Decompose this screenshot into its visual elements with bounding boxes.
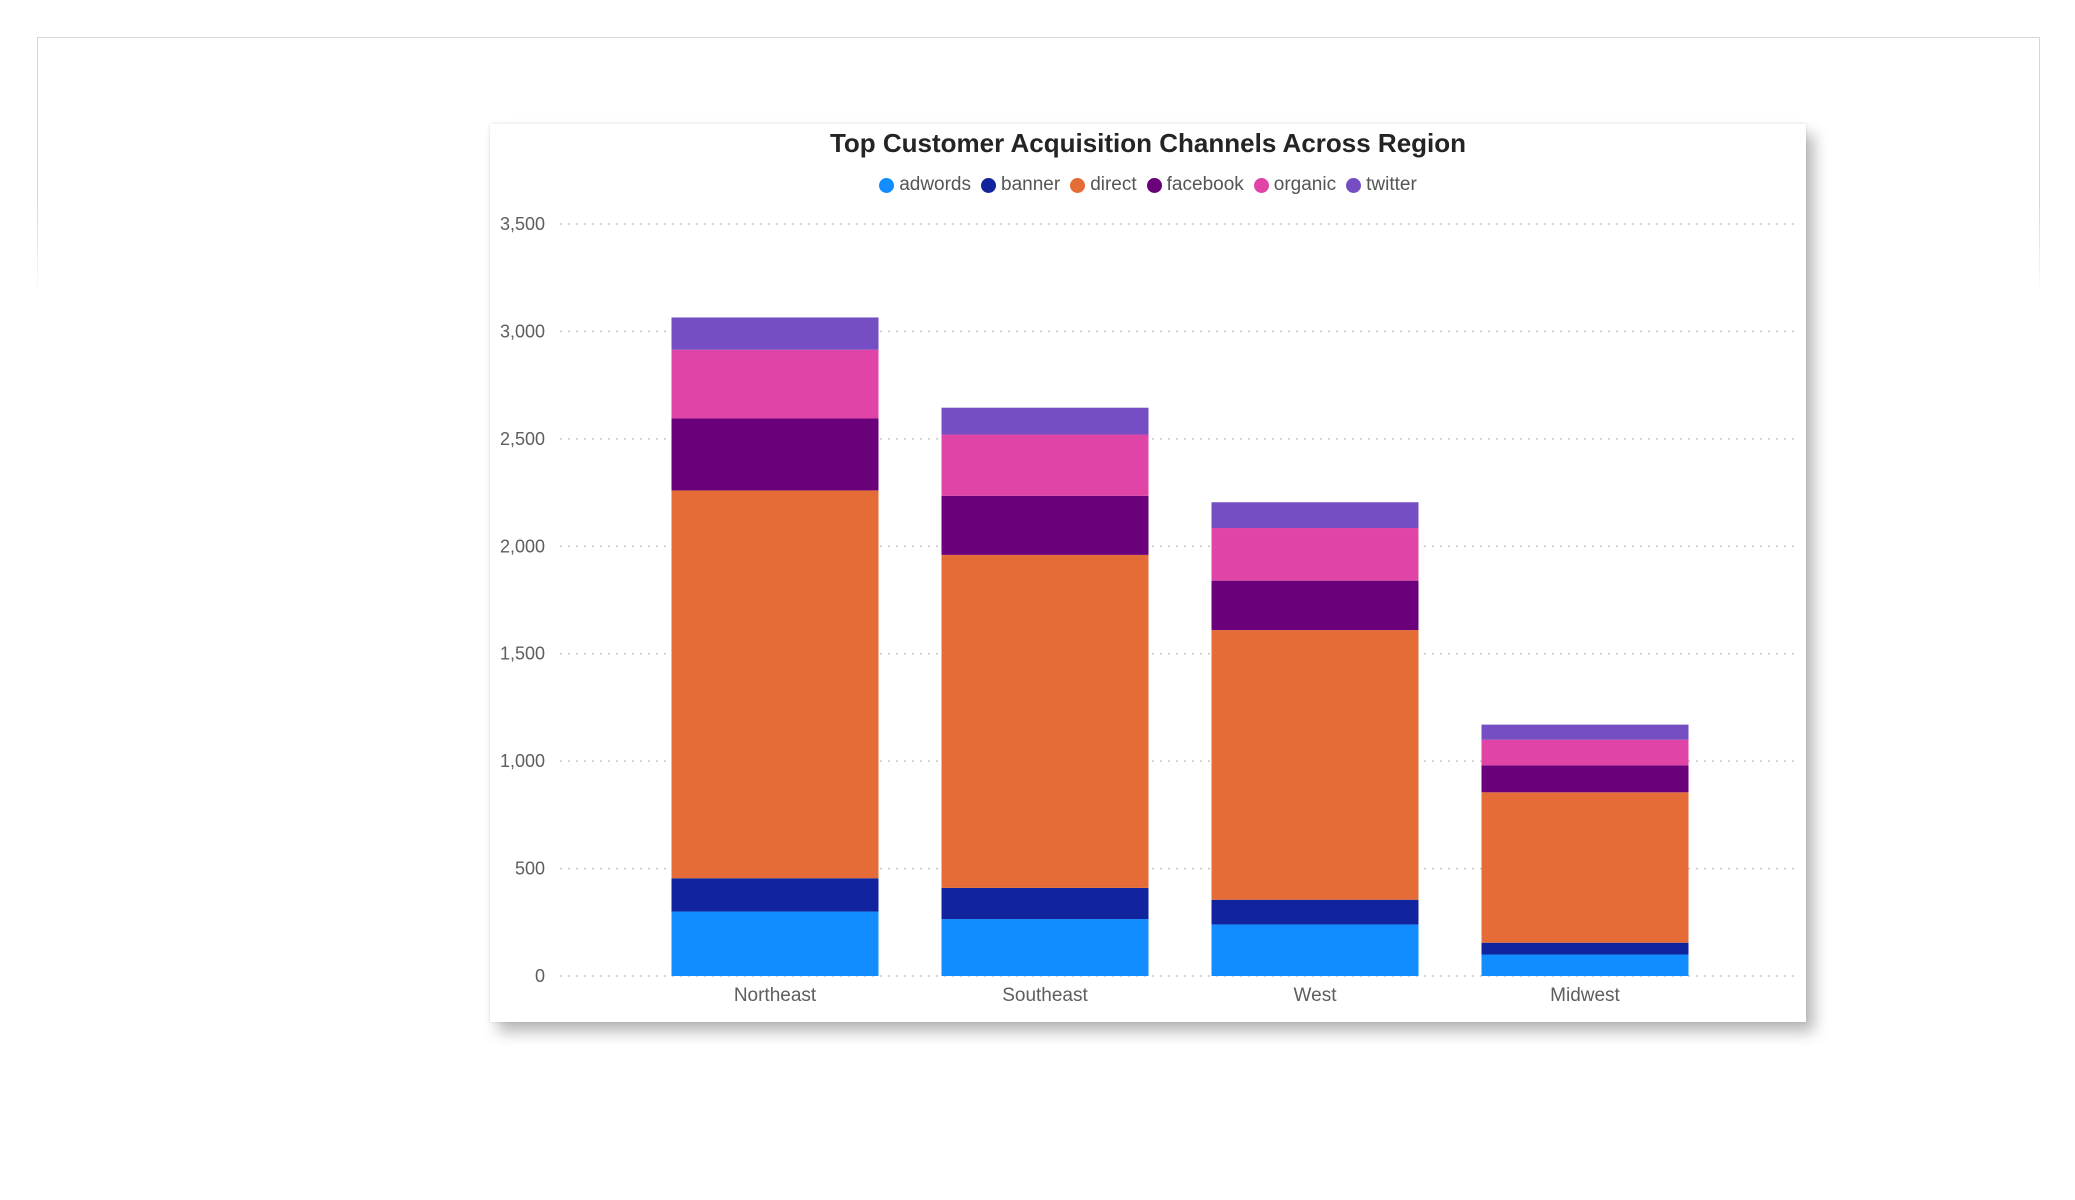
legend-label-banner: banner [1001,174,1061,195]
bar-segment-west-twitter[interactable] [1211,502,1419,529]
bar-segment-southeast-organic[interactable] [941,434,1149,496]
bar-segment-midwest-organic[interactable] [1481,739,1689,766]
bar-segment-midwest-twitter[interactable] [1481,724,1689,740]
bar-segment-southeast-twitter[interactable] [941,407,1149,435]
legend-item-adwords[interactable]: adwords [879,174,971,196]
bar-segment-midwest-facebook[interactable] [1481,765,1689,793]
bar-segment-west-organic[interactable] [1211,528,1419,581]
x-tick-label-southeast: Southeast [1002,985,1088,1006]
legend-label-adwords: adwords [899,174,972,195]
bar-segment-southeast-adwords[interactable] [941,919,1149,976]
x-tick-label-midwest: Midwest [1550,985,1620,1006]
x-tick-label-northeast: Northeast [734,985,817,1006]
bar-segment-northeast-banner[interactable] [671,878,879,912]
bar-segment-southeast-banner[interactable] [941,887,1149,920]
y-tick-label: 2,500 [500,429,545,449]
legend-item-facebook[interactable]: facebook [1146,174,1244,196]
chart-legend: adwords banner direct facebook organic twitte… [490,174,1806,196]
y-tick-label: 1,000 [500,751,545,771]
legend-label-organic: organic [1273,174,1337,195]
legend-marker-twitter [1346,177,1362,193]
bar-segment-northeast-facebook[interactable] [671,418,879,491]
x-tick-label-west: West [1294,985,1338,1006]
bar-segment-west-adwords[interactable] [1211,924,1419,976]
y-tick-label: 0 [535,966,545,986]
y-tick-label: 3,500 [500,214,545,234]
legend-marker-adwords [879,177,895,193]
bar-segment-midwest-banner[interactable] [1481,942,1689,955]
bar-segment-southeast-facebook[interactable] [941,495,1149,555]
legend-marker-direct [1070,177,1086,193]
chart-card[interactable]: Top Customer Acquisition Channels Across… [490,124,1806,1022]
bar-segment-northeast-twitter[interactable] [671,317,879,350]
legend-marker-banner [981,177,997,193]
chart-plot: 0 500 1,000 1,500 2,000 2,500 3,000 3,500 Northe… [500,214,1795,1006]
legend-label-direct: direct [1090,174,1137,195]
legend-marker-organic [1253,177,1269,193]
legend-label-twitter: twitter [1366,174,1417,195]
bar-segment-southeast-direct[interactable] [941,554,1149,888]
bar-segment-west-banner[interactable] [1211,899,1419,925]
y-tick-label: 2,000 [500,536,545,556]
legend-item-direct[interactable]: direct [1070,174,1137,196]
y-tick-label: 500 [515,859,545,879]
legend-item-organic[interactable]: organic [1253,174,1337,196]
bar-segment-midwest-adwords[interactable] [1481,954,1689,976]
chart-title: Top Customer Acquisition Channels Across… [829,128,1467,158]
bar-segment-west-facebook[interactable] [1211,580,1419,631]
legend-item-banner[interactable]: banner [981,174,1060,196]
bar-segment-midwest-direct[interactable] [1481,792,1689,943]
y-tick-label: 1,500 [500,644,545,664]
legend-marker-facebook [1146,177,1162,193]
bar-segment-west-direct[interactable] [1211,630,1419,900]
y-tick-label: 3,000 [500,321,545,341]
bar-segment-northeast-organic[interactable] [671,349,879,419]
legend-label-facebook: facebook [1166,174,1244,195]
legend-item-twitter[interactable]: twitter [1346,174,1417,196]
bar-segment-northeast-direct[interactable] [671,490,879,879]
bar-segment-northeast-adwords[interactable] [671,911,879,976]
